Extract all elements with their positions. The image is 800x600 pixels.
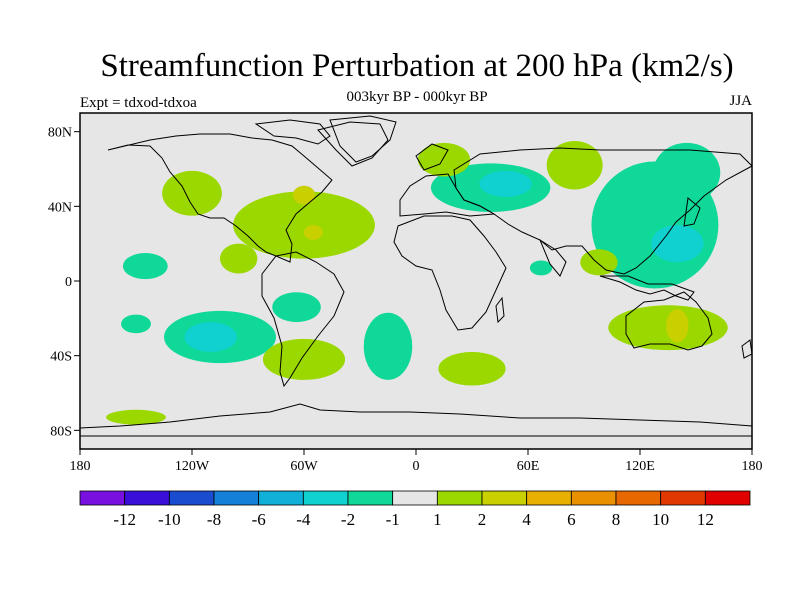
colorbar-label: -10 xyxy=(158,510,181,529)
colorbar-label: 1 xyxy=(433,510,442,529)
colorbar-swatch xyxy=(481,490,528,506)
lon-tick-label: 180 xyxy=(70,459,91,474)
region-scandinavia-pos xyxy=(417,142,471,177)
colorbar-label: 4 xyxy=(522,510,531,529)
colorbar-swatch xyxy=(213,490,260,506)
colorbar-label: 10 xyxy=(652,510,669,529)
colorbar-label: -2 xyxy=(341,510,355,529)
colorbar-label: -12 xyxy=(113,510,136,529)
region-south-atlantic-neg xyxy=(363,312,413,380)
lon-tick-label: 180 xyxy=(742,459,763,474)
lat-tick-label: 40N xyxy=(48,200,72,215)
colorbar-swatch xyxy=(704,490,751,506)
page-subtitle: 003kyr BP - 000kyr BP xyxy=(346,89,488,105)
region-south-pacific-pos-small xyxy=(106,409,166,425)
colorbar-swatch xyxy=(526,490,572,506)
lon-tick-label: 60W xyxy=(290,459,318,474)
lon-tick-label: 60E xyxy=(517,459,540,474)
lat-tick-label: 0 xyxy=(65,275,72,290)
season-label: JJA xyxy=(729,93,752,109)
colorbar-label: 2 xyxy=(478,510,487,529)
colorbar: -12 -10 -8 -6 -4 -2 -1 1 2 4 6 8 10 12 xyxy=(79,490,751,529)
region-south-america-neg xyxy=(272,292,321,323)
region-atlantic-pos-core-2 xyxy=(304,225,323,240)
colorbar-label: 12 xyxy=(697,510,714,529)
colorbar-swatch xyxy=(570,490,617,506)
colorbar-label: -6 xyxy=(252,510,266,529)
region-caribbean-pos xyxy=(220,243,258,274)
region-west-pacific-neg-core xyxy=(651,225,704,263)
region-indian-ocean-pos xyxy=(580,249,618,276)
colorbar-label: -1 xyxy=(386,510,400,529)
region-east-pacific-neg xyxy=(122,253,168,280)
region-south-atlantic-pos xyxy=(438,351,506,386)
lon-tick-label: 120E xyxy=(625,459,655,474)
lon-tick-label: 120W xyxy=(175,459,210,474)
colorbar-swatch xyxy=(660,490,706,506)
colorbar-swatch xyxy=(347,490,394,506)
region-south-america-pos xyxy=(262,338,346,380)
region-atlantic-pos-core-1 xyxy=(292,185,316,205)
region-australia-pos-core xyxy=(666,309,689,343)
colorbar-swatch xyxy=(258,490,304,506)
region-north-america-pos xyxy=(162,170,222,216)
lat-tick-label: 80S xyxy=(50,424,72,439)
colorbar-swatch xyxy=(302,490,349,506)
region-south-pacific-neg-core xyxy=(184,322,237,352)
region-siberia-pos xyxy=(546,141,603,190)
region-west-pacific-neg-north xyxy=(653,142,721,203)
colorbar-label: -8 xyxy=(207,510,221,529)
anomaly-regions xyxy=(106,141,728,425)
lat-tick-label: 40S xyxy=(50,350,72,365)
latitude-axis: 80N 40N 0 40S 80S xyxy=(48,126,80,439)
experiment-label: Expt = tdxod-tdxoa xyxy=(80,95,197,111)
colorbar-label: 6 xyxy=(567,510,576,529)
colorbar-swatch xyxy=(168,490,215,506)
region-eurasia-neg-core xyxy=(479,170,532,197)
colorbar-label: -4 xyxy=(296,510,311,529)
page-title: Streamfunction Perturbation at 200 hPa (… xyxy=(100,48,734,84)
colorbar-swatch xyxy=(392,490,438,506)
colorbar-label: 8 xyxy=(612,510,621,529)
colorbar-swatch xyxy=(124,490,170,506)
coastlines xyxy=(80,115,752,437)
colorbar-swatch xyxy=(615,490,662,506)
region-arabian-sea-neg xyxy=(529,260,553,276)
region-south-pacific-neg-small xyxy=(121,314,151,334)
colorbar-swatch xyxy=(79,490,126,506)
colorbar-swatch xyxy=(436,490,483,506)
lat-tick-label: 80N xyxy=(48,126,72,141)
region-atlantic-pos xyxy=(233,191,375,259)
lon-tick-label: 0 xyxy=(413,459,420,474)
longitude-axis: 180 120W 60W 0 60E 120E 180 xyxy=(70,449,763,474)
